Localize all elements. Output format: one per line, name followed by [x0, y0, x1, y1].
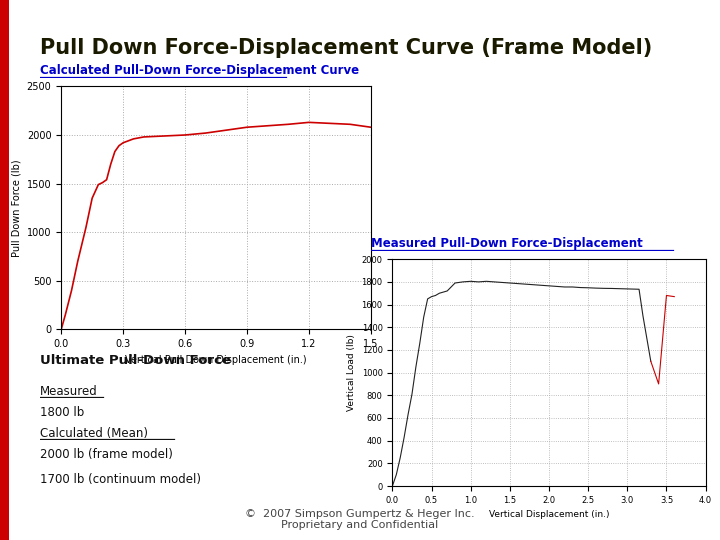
Text: 1700 lb (continuum model): 1700 lb (continuum model) [40, 472, 201, 485]
Text: Calculated Pull-Down Force-Displacement Curve: Calculated Pull-Down Force-Displacement … [40, 64, 359, 77]
Text: ©  2007 Simpson Gumpertz & Heger Inc.: © 2007 Simpson Gumpertz & Heger Inc. [246, 509, 474, 519]
X-axis label: Vertical Displacement (in.): Vertical Displacement (in.) [489, 510, 609, 519]
Y-axis label: Pull Down Force (lb): Pull Down Force (lb) [12, 159, 21, 256]
Text: Proprietary and Confidential: Proprietary and Confidential [282, 520, 438, 530]
Text: 2000 lb (frame model): 2000 lb (frame model) [40, 448, 173, 461]
Text: Measured: Measured [40, 384, 97, 398]
Text: Calculated (Mean): Calculated (Mean) [40, 427, 148, 440]
Y-axis label: Vertical Load (lb): Vertical Load (lb) [347, 334, 356, 411]
Text: 1800 lb: 1800 lb [40, 406, 84, 419]
X-axis label: Vertical Pull Down Displacement (in.): Vertical Pull Down Displacement (in.) [125, 355, 307, 365]
Text: Measured Pull-Down Force-Displacement: Measured Pull-Down Force-Displacement [371, 237, 642, 249]
Text: Ultimate Pull-Down Force: Ultimate Pull-Down Force [40, 354, 230, 367]
Text: Pull Down Force-Displacement Curve (Frame Model): Pull Down Force-Displacement Curve (Fram… [40, 38, 652, 58]
